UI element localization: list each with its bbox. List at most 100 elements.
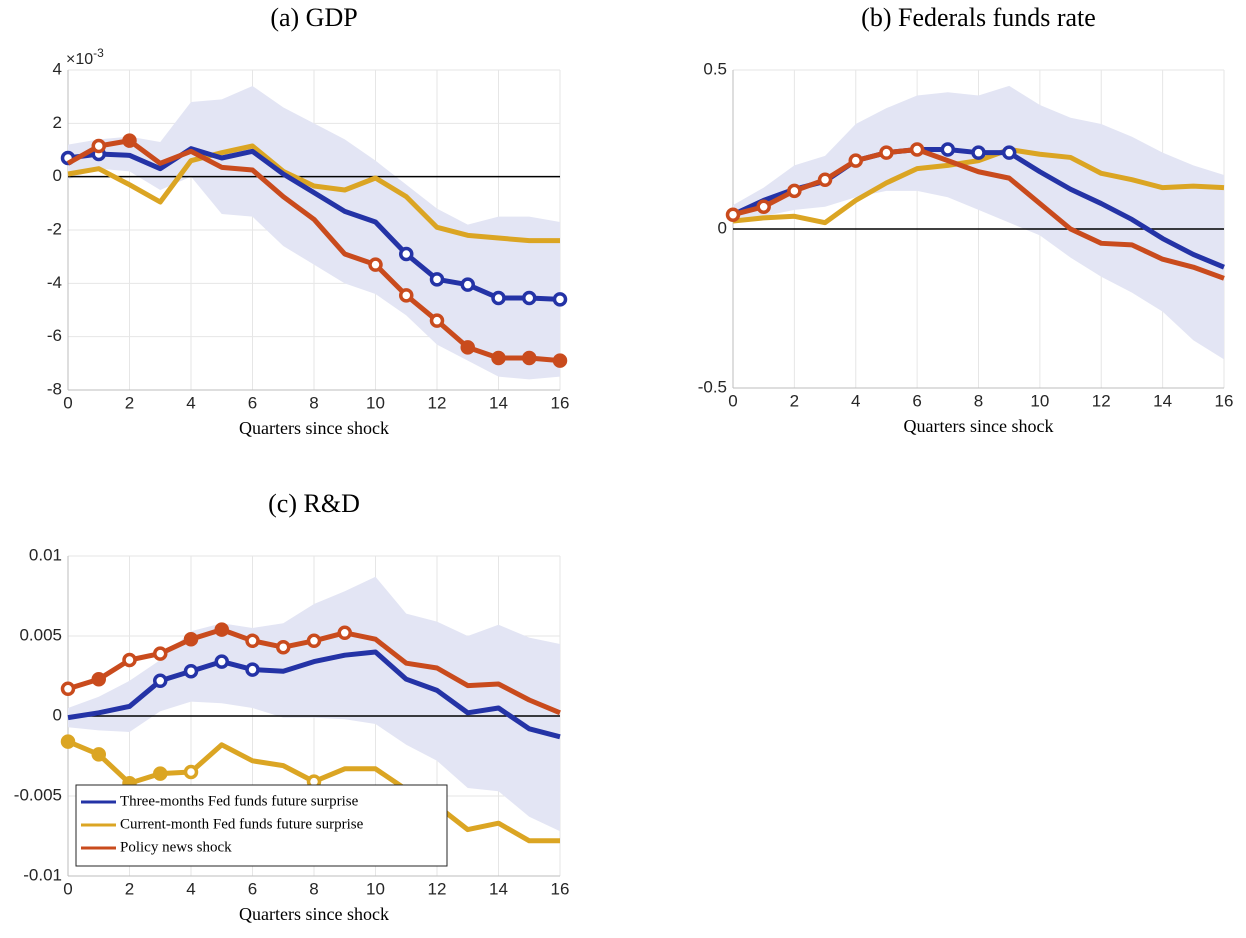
marker	[429, 272, 445, 287]
x-tick-label: 12	[428, 393, 447, 412]
marker	[60, 734, 76, 749]
y-tick-label: 0	[718, 218, 727, 237]
x-tick-label: 2	[125, 393, 134, 412]
marker	[552, 292, 568, 307]
marker	[909, 142, 925, 157]
marker	[848, 153, 863, 168]
x-axis-label: Quarters since shock	[904, 416, 1054, 436]
x-tick-label: 6	[912, 391, 921, 410]
x-tick-label: 16	[551, 393, 570, 412]
marker	[971, 145, 986, 160]
chart-title: (b) Federals funds rate	[861, 3, 1096, 32]
x-tick-label: 16	[1215, 391, 1234, 410]
marker	[245, 633, 260, 649]
exponent-power: -3	[93, 46, 104, 60]
marker	[91, 671, 106, 687]
marker	[460, 340, 475, 355]
marker	[1001, 145, 1017, 160]
marker	[183, 631, 199, 647]
marker	[122, 652, 137, 668]
y-tick-label: -0.5	[698, 377, 727, 396]
x-tick-label: 0	[63, 879, 72, 898]
series-line	[66, 138, 561, 364]
x-tick-label: 12	[1092, 391, 1111, 410]
x-tick-label: 4	[186, 879, 195, 898]
series-line	[67, 146, 561, 302]
marker	[817, 172, 833, 187]
marker	[879, 145, 894, 160]
y-tick-label: -2	[47, 219, 62, 238]
marker	[337, 625, 352, 641]
x-tick-label: 14	[1153, 391, 1172, 410]
x-tick-label: 10	[366, 879, 385, 898]
y-tick-label: 4	[53, 59, 62, 78]
legend-label: Three-months Fed funds future surprise	[120, 793, 359, 809]
marker	[552, 353, 568, 368]
y-tick-label: 0.5	[703, 59, 727, 78]
x-axis-label: Quarters since shock	[239, 904, 389, 924]
x-tick-label: 4	[851, 391, 860, 410]
marker	[60, 681, 76, 697]
x-tick-label: 2	[125, 879, 134, 898]
y-tick-label: -6	[47, 326, 62, 345]
marker	[153, 646, 168, 661]
marker	[429, 313, 445, 328]
x-tick-label: 6	[248, 879, 257, 898]
marker	[183, 663, 199, 679]
marker	[276, 639, 291, 655]
x-tick-label: 6	[248, 393, 257, 412]
x-tick-label: 0	[728, 391, 737, 410]
y-tick-label: -0.005	[14, 785, 62, 804]
y-tick-label: -8	[47, 379, 62, 398]
chart-title: (c) R&D	[268, 489, 360, 518]
x-tick-label: 16	[551, 879, 570, 898]
y-tick-label: -0.01	[23, 865, 62, 884]
marker	[399, 246, 414, 262]
marker	[122, 133, 137, 148]
marker	[306, 633, 322, 649]
marker	[245, 662, 260, 677]
series-line	[732, 147, 1225, 226]
series-line	[732, 147, 1225, 281]
marker	[756, 199, 771, 214]
y-exponent: ×10-3	[66, 46, 104, 68]
marker	[787, 183, 802, 199]
marker	[91, 747, 106, 762]
x-tick-label: 10	[366, 393, 385, 412]
marker	[491, 350, 506, 366]
x-tick-label: 0	[63, 393, 72, 412]
y-tick-label: 0	[53, 166, 62, 185]
x-tick-label: 8	[309, 879, 318, 898]
x-tick-label: 8	[974, 391, 983, 410]
y-tick-label: 0.01	[29, 545, 62, 564]
series-line	[67, 649, 561, 740]
y-tick-label: -4	[47, 273, 62, 292]
marker	[522, 350, 537, 366]
y-tick-label: 2	[53, 113, 62, 132]
x-tick-label: 14	[489, 879, 508, 898]
marker	[522, 290, 537, 306]
marker	[153, 766, 168, 781]
marker	[183, 764, 199, 780]
x-tick-label: 4	[186, 393, 195, 412]
x-tick-label: 8	[309, 393, 318, 412]
y-tick-label: 0	[53, 705, 62, 724]
x-tick-label: 10	[1030, 391, 1049, 410]
chart-title: (a) GDP	[270, 3, 357, 32]
marker	[399, 288, 414, 303]
exponent-base: ×10	[66, 51, 93, 68]
marker	[214, 622, 229, 637]
marker	[460, 277, 475, 292]
y-tick-label: 0.005	[19, 625, 62, 644]
marker	[368, 257, 383, 272]
legend-label: Policy news shock	[120, 839, 232, 855]
marker	[91, 138, 106, 154]
marker	[940, 142, 956, 157]
marker	[153, 673, 168, 689]
legend-label: Current-month Fed funds future surprise	[120, 816, 364, 832]
x-axis-label: Quarters since shock	[239, 418, 389, 438]
series-line	[67, 143, 560, 244]
marker	[214, 654, 229, 669]
marker	[491, 290, 506, 306]
